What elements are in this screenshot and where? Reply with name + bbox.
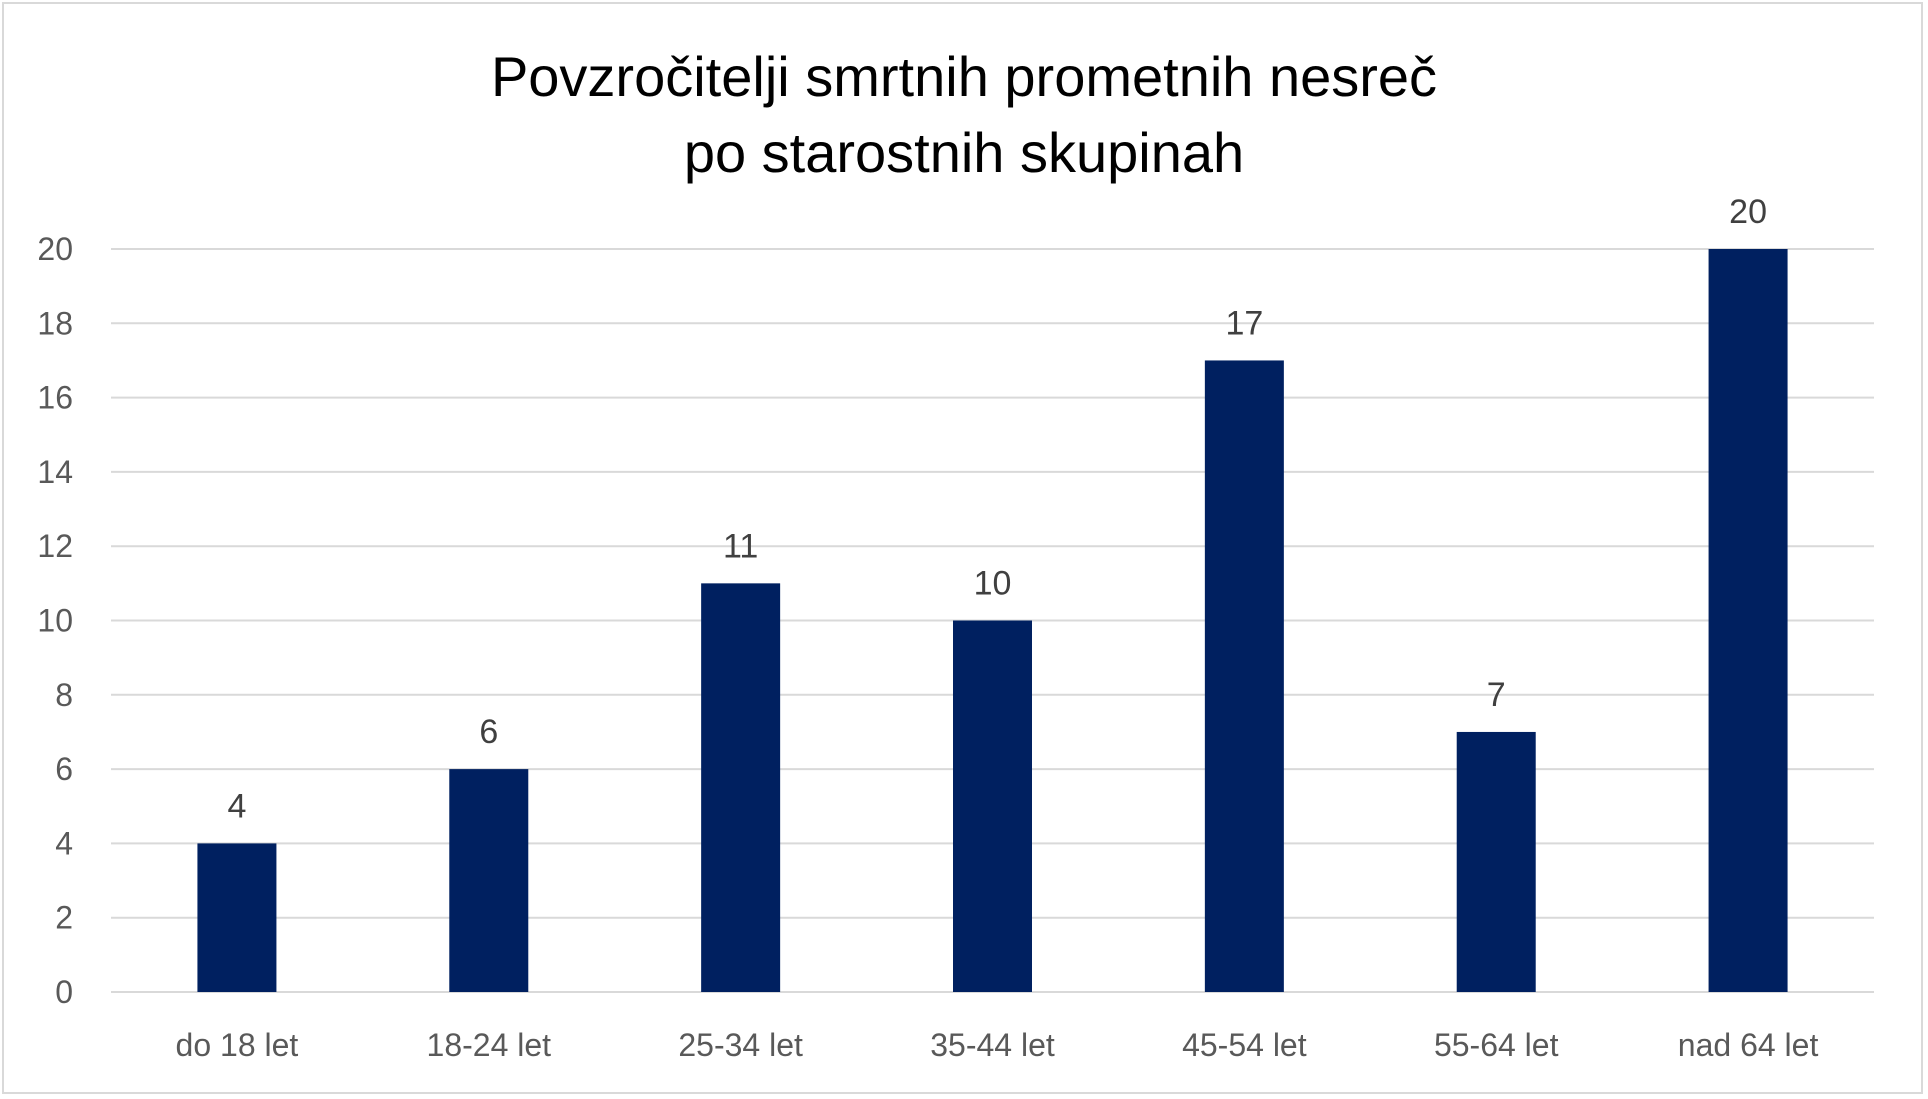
y-tick-label: 20 bbox=[37, 231, 73, 267]
chart-title-line-2: po starostnih skupinah bbox=[684, 121, 1244, 184]
gridlines bbox=[111, 248, 1874, 993]
bar bbox=[1708, 249, 1788, 992]
y-tick-label: 0 bbox=[55, 974, 73, 1010]
x-tick-label: nad 64 let bbox=[1678, 1027, 1819, 1063]
x-tick-label: 25-34 let bbox=[678, 1027, 803, 1063]
chart-title: Povzročitelji smrtnih prometnih nesreč p… bbox=[491, 45, 1437, 184]
x-tick-label: do 18 let bbox=[176, 1027, 299, 1063]
data-labels: 4 6 11 10 17 7 20 bbox=[227, 193, 1767, 825]
y-tick-label: 4 bbox=[55, 825, 73, 861]
data-label: 17 bbox=[1225, 304, 1263, 342]
data-label: 7 bbox=[1487, 676, 1506, 714]
y-tick-label: 18 bbox=[37, 305, 73, 341]
bar bbox=[197, 843, 277, 992]
chart-title-line-1: Povzročitelji smrtnih prometnih nesreč bbox=[491, 45, 1437, 108]
bar bbox=[449, 769, 529, 992]
bar bbox=[1456, 731, 1536, 992]
x-tick-label: 18-24 let bbox=[427, 1027, 552, 1063]
bars bbox=[197, 249, 1788, 992]
data-label: 20 bbox=[1729, 193, 1767, 231]
y-axis: 0 2 4 6 8 10 12 14 16 18 20 bbox=[37, 231, 73, 1010]
y-tick-label: 14 bbox=[37, 454, 73, 490]
bar bbox=[953, 620, 1032, 992]
y-tick-label: 8 bbox=[55, 677, 73, 713]
y-tick-label: 10 bbox=[37, 603, 73, 639]
data-label: 11 bbox=[723, 527, 758, 565]
y-tick-label: 12 bbox=[37, 528, 73, 564]
x-tick-label: 35-44 let bbox=[930, 1027, 1055, 1063]
bar bbox=[701, 583, 781, 992]
y-tick-label: 16 bbox=[37, 380, 73, 416]
data-label: 10 bbox=[974, 565, 1012, 603]
data-label: 6 bbox=[479, 713, 498, 751]
y-tick-label: 2 bbox=[55, 900, 73, 936]
x-axis: do 18 let 18-24 let 25-34 let 35-44 let 45-5… bbox=[176, 1027, 1819, 1063]
bar bbox=[1204, 360, 1284, 992]
y-tick-label: 6 bbox=[55, 751, 73, 787]
data-label: 4 bbox=[227, 787, 246, 825]
x-tick-label: 45-54 let bbox=[1182, 1027, 1307, 1063]
x-tick-label: 55-64 let bbox=[1434, 1027, 1559, 1063]
